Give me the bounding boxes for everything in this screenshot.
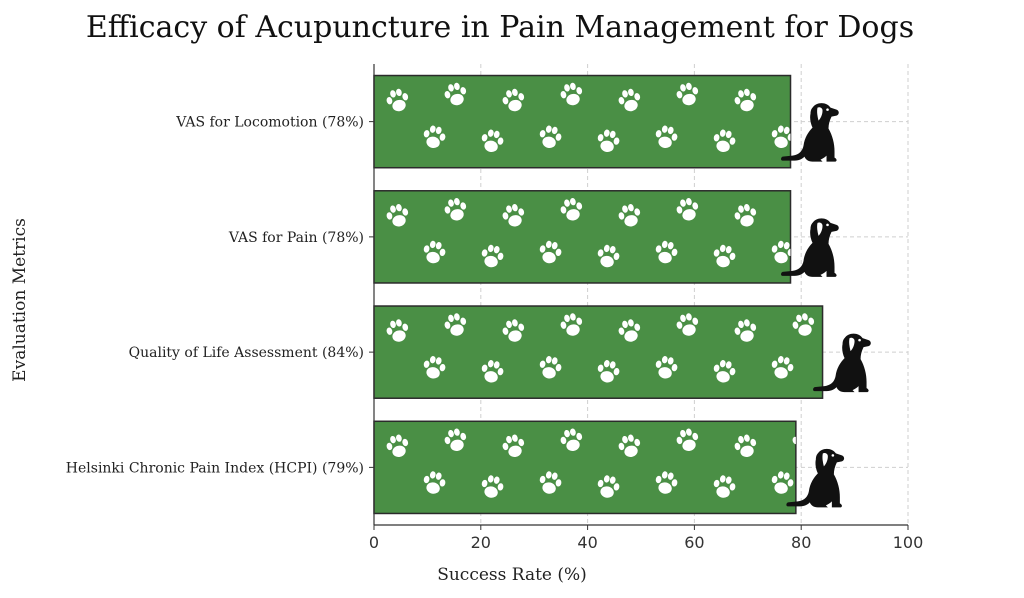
- chart-title: Efficacy of Acupuncture in Pain Manageme…: [85, 10, 915, 45]
- paw-print-icon: [790, 196, 791, 223]
- paw-print-icon: [1001, 354, 1024, 380]
- paw-print-icon: [906, 196, 933, 223]
- x-tick-label: 60: [684, 533, 704, 552]
- paw-print-icon: [964, 433, 991, 460]
- category-label: VAS for Locomotion (78%): [175, 115, 364, 131]
- bar: [373, 305, 824, 399]
- paw-print-icon: [885, 124, 911, 150]
- x-tick-label: 80: [791, 533, 811, 552]
- paw-print-icon: [885, 470, 911, 496]
- paw-print-icon: [943, 358, 969, 384]
- paw-print-icon: [964, 202, 991, 229]
- x-tick-label: 100: [893, 533, 924, 552]
- bars: [373, 74, 1024, 515]
- paw-print-icon: [943, 128, 969, 154]
- paw-print-icon: [1001, 124, 1024, 150]
- x-axis-label: Success Rate (%): [437, 565, 587, 585]
- x-tick-label: 0: [369, 533, 379, 552]
- paw-print-icon: [906, 311, 933, 338]
- paw-print-icon: [885, 354, 911, 380]
- paw-print-icon: [885, 239, 911, 265]
- paw-print-icon: [943, 474, 969, 500]
- category-label: Quality of Life Assessment (84%): [129, 345, 364, 361]
- paw-print-icon: [1001, 470, 1024, 496]
- paw-print-icon: [1001, 239, 1024, 265]
- bar: [373, 74, 792, 169]
- x-tick-label: 20: [471, 533, 491, 552]
- paw-print-icon: [906, 427, 933, 454]
- paw-print-icon: [943, 243, 969, 269]
- paw-print-icon: [964, 87, 991, 114]
- x-tick-label: 40: [577, 533, 597, 552]
- paw-print-icon: [964, 317, 991, 344]
- axes: 0 20 40 60 80 100 VAS for Locomotion (78%) VAS …: [66, 64, 923, 552]
- category-label: VAS for Pain (78%): [228, 230, 364, 246]
- paw-print-icon: [790, 80, 791, 108]
- paw-print-icon: [848, 202, 875, 229]
- paw-print-icon: [848, 87, 875, 114]
- bar: [373, 190, 792, 284]
- category-label: Helsinki Chronic Pain Index (HCPI) (79%): [66, 460, 364, 476]
- bar: [373, 420, 797, 515]
- paw-print-icon: [848, 433, 875, 460]
- paw-print-icon: [906, 81, 933, 108]
